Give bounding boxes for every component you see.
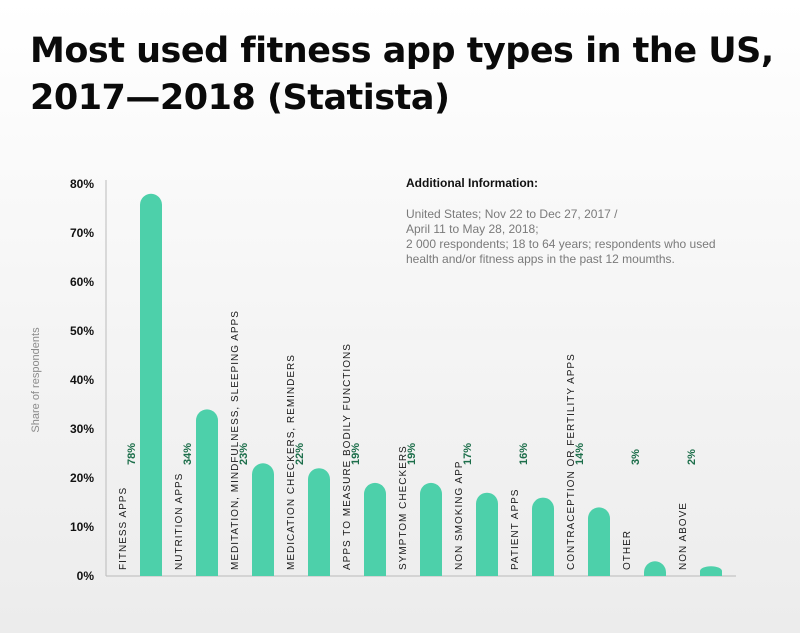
bar-value-label: 2%: [686, 449, 698, 465]
bar: [140, 193, 162, 576]
x-category-label: MEDITATION, MINDFULNESS, SLEEPING APPS: [230, 310, 241, 570]
x-category-label: PATIENT APPS: [510, 489, 521, 570]
bar: [532, 497, 554, 576]
chart-title: Most used fitness app types in the US, 2…: [30, 28, 774, 122]
y-tick-label: 20%: [70, 471, 94, 485]
y-tick-label: 10%: [70, 520, 94, 534]
x-category-label: NON SMOKING APP: [454, 461, 465, 570]
bar: [252, 463, 274, 576]
x-category-label: SYMPTOM CHECKERS: [398, 445, 409, 570]
y-tick-label: 30%: [70, 422, 94, 436]
additional-information: Additional Information: United States; N…: [406, 176, 786, 267]
additional-information-heading: Additional Information:: [406, 176, 538, 190]
bar-value-label: 19%: [350, 443, 362, 465]
bar-value-label: 23%: [238, 443, 250, 465]
bar-value-label: 22%: [294, 443, 306, 465]
bar-value-label: 17%: [462, 443, 474, 465]
chart-title-line-2: 2017—2018 (Statista): [30, 78, 450, 118]
bar: [700, 566, 722, 576]
x-category-label: MEDICATION CHECKERS, REMINDERS: [286, 354, 297, 570]
bar: [588, 507, 610, 576]
x-category-label: OTHER: [622, 530, 633, 570]
bar: [196, 409, 218, 576]
additional-information-line: April 11 to May 28, 2018;: [406, 222, 539, 236]
bar: [644, 561, 666, 576]
bar: [308, 468, 330, 576]
bar-value-label: 78%: [126, 443, 138, 465]
x-category-label: NON ABOVE: [678, 502, 689, 570]
bar-value-label: 19%: [406, 443, 418, 465]
chart-title-line-1: Most used fitness app types in the US,: [30, 31, 774, 71]
x-category-label: FITNESS APPS: [118, 487, 129, 570]
x-category-label: APPS TO MEASURE BODILY FUNCTIONS: [342, 343, 353, 570]
additional-information-line: United States; Nov 22 to Dec 27, 2017 /: [406, 207, 618, 221]
bar: [420, 482, 442, 576]
additional-information-line: health and/or fitness apps in the past 1…: [406, 252, 675, 266]
additional-information-line: 2 000 respondents; 18 to 64 years; respo…: [406, 237, 716, 251]
bar-value-label: 34%: [182, 443, 194, 465]
x-category-label: CONTRACEPTION OR FERTILITY APPS: [566, 353, 577, 570]
bar-value-label: 14%: [574, 443, 586, 465]
y-tick-label: 70%: [70, 226, 94, 240]
x-category-label: NUTRITION APPS: [174, 473, 185, 570]
y-axis-title: Share of respondents: [30, 327, 42, 433]
bar: [476, 492, 498, 576]
bar: [364, 482, 386, 576]
bar-value-label: 16%: [518, 443, 530, 465]
y-tick-label: 40%: [70, 373, 94, 387]
y-tick-label: 60%: [70, 275, 94, 289]
y-tick-label: 50%: [70, 324, 94, 338]
y-tick-label: 80%: [70, 177, 94, 191]
bar-value-label: 3%: [630, 449, 642, 465]
y-tick-label: 0%: [77, 569, 95, 583]
